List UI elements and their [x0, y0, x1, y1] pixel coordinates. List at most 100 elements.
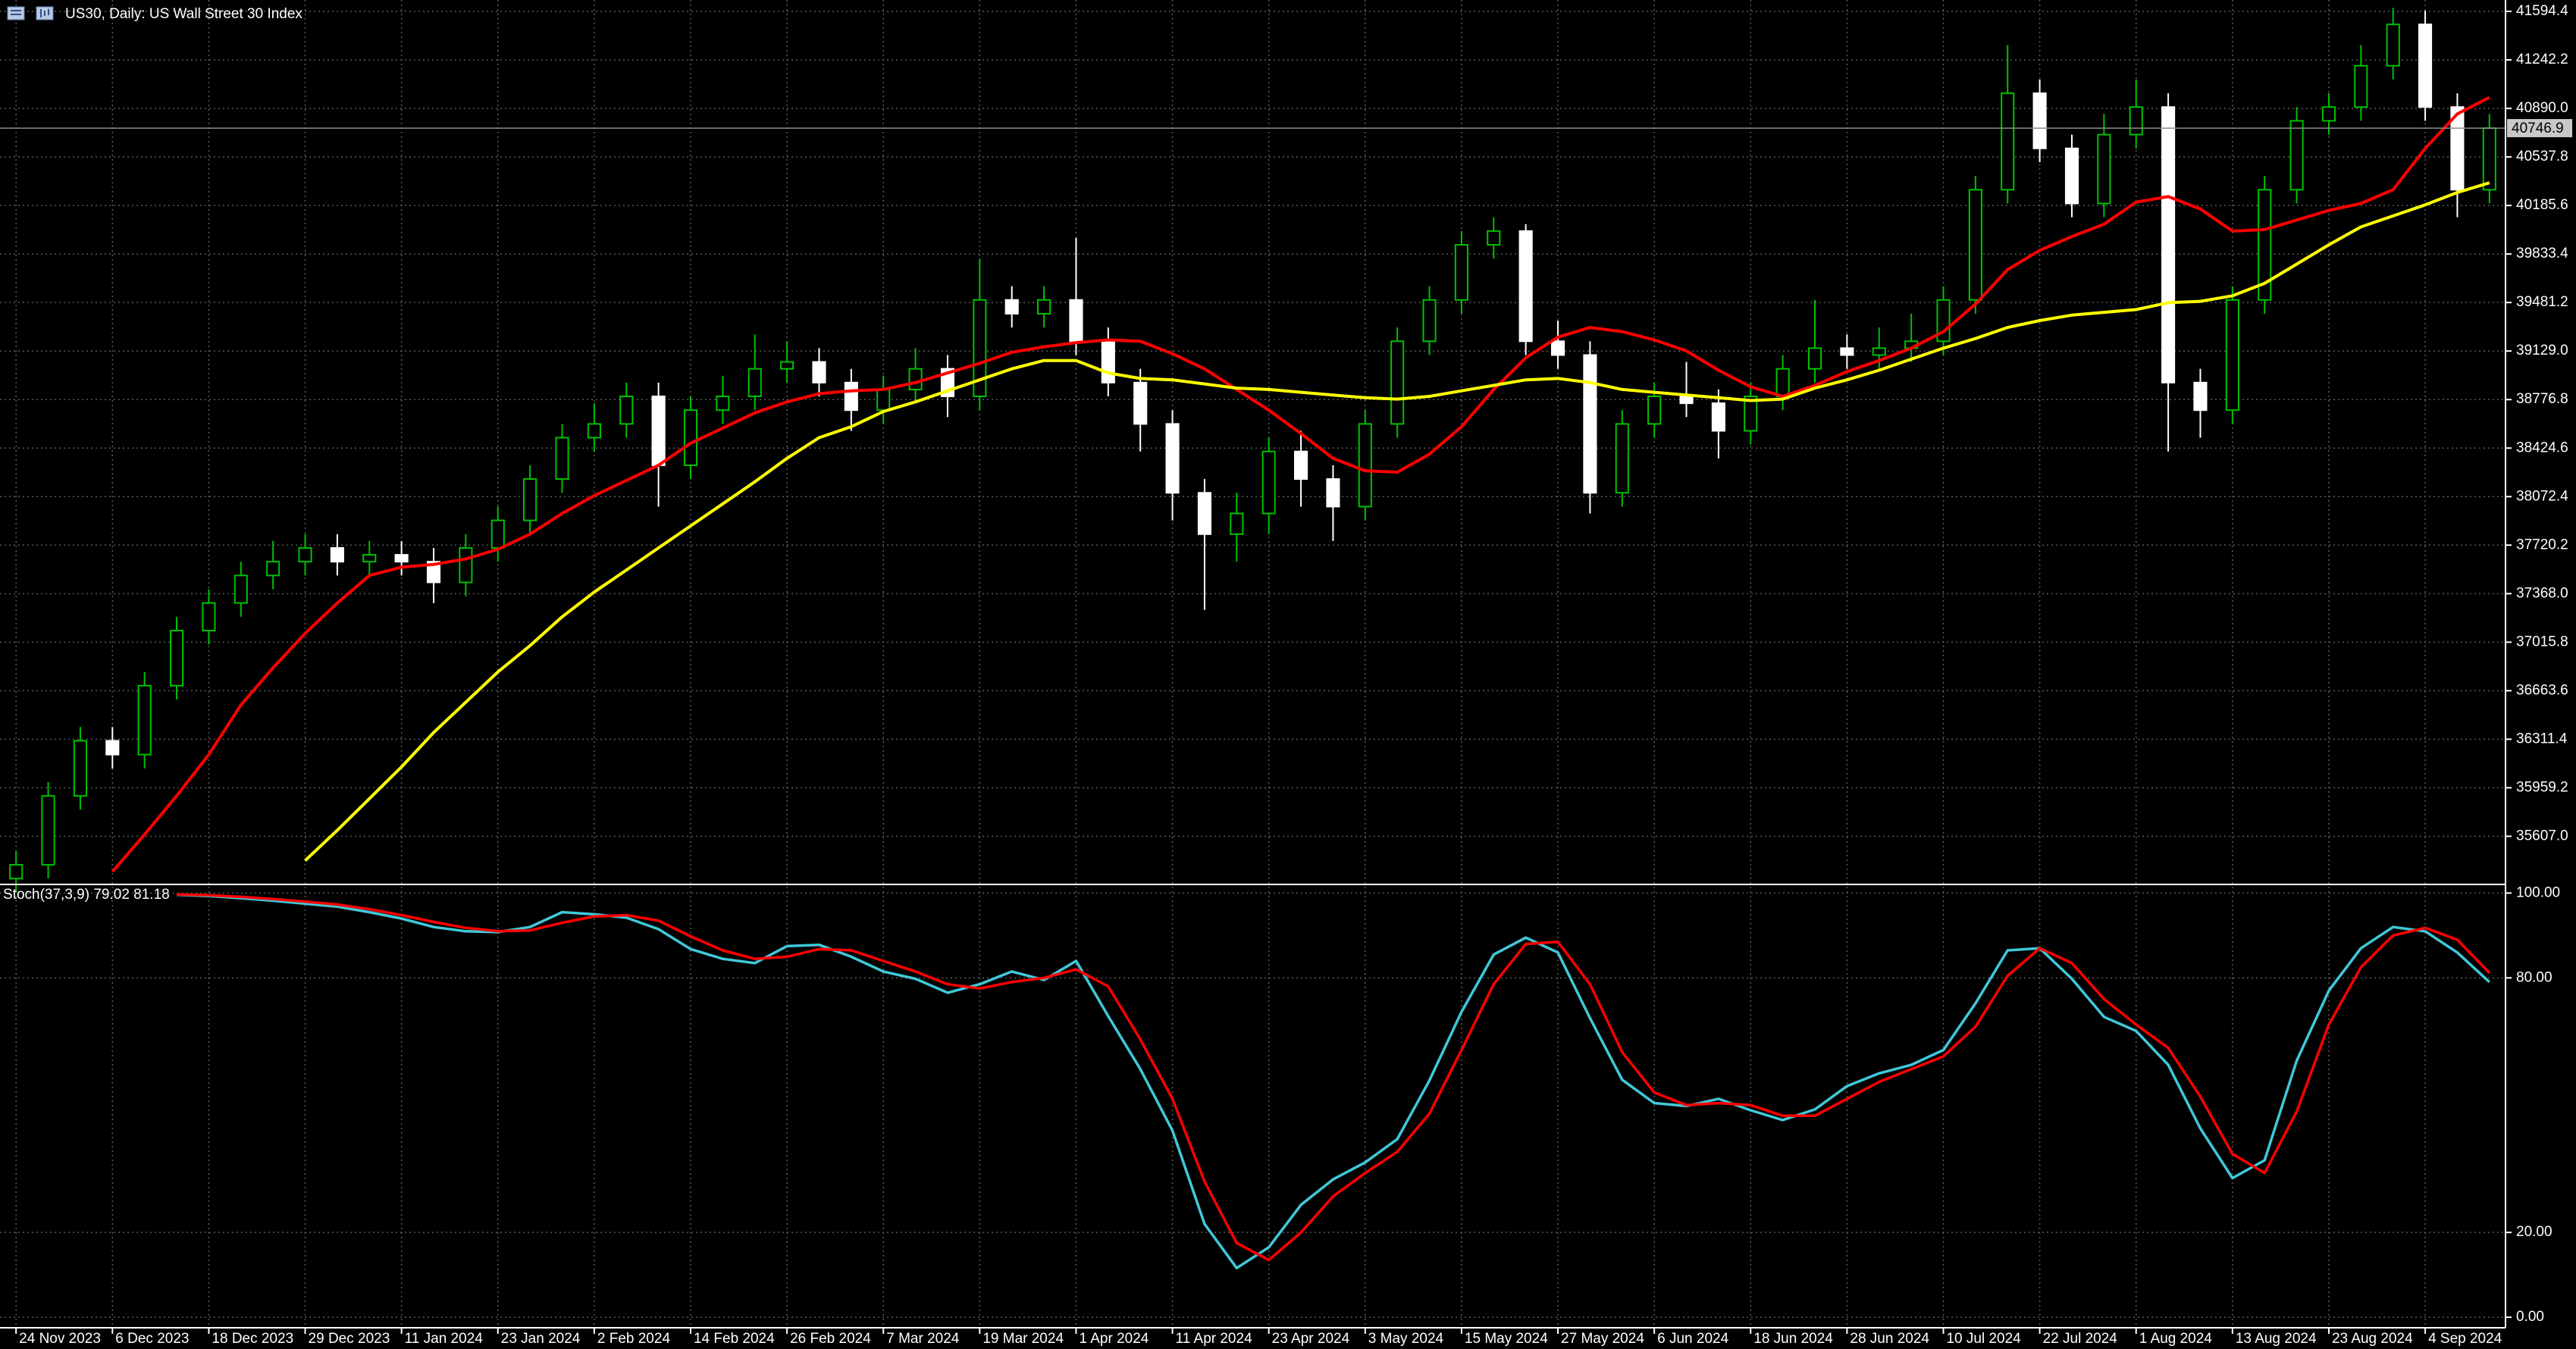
y-tick-label: 38072.4: [2516, 488, 2568, 504]
candle-body: [2193, 381, 2208, 412]
indicator-line: [176, 893, 2491, 1262]
candle-body: [1647, 396, 1662, 425]
candle-body: [2032, 92, 2047, 149]
x-tick-label: 11 Jan 2024: [405, 1331, 484, 1347]
x-tick-label: 27 May 2024: [1561, 1331, 1644, 1347]
candle-body: [1165, 423, 1180, 494]
candle-body: [747, 368, 762, 398]
candle-body: [2258, 189, 2272, 301]
y-tick-label: 39129.0: [2516, 343, 2568, 358]
candle-body: [1390, 340, 1405, 425]
y-tick-label: 37720.2: [2516, 537, 2568, 552]
candle-body: [1230, 512, 1244, 535]
candle-body: [1550, 340, 1565, 356]
candle-body: [298, 546, 312, 563]
candle-body: [844, 381, 858, 412]
x-tick-label: 18 Dec 2023: [212, 1331, 293, 1347]
y-tick-label: 40185.6: [2516, 197, 2568, 213]
y-tick-label: 38776.8: [2516, 391, 2568, 407]
candle-body: [2225, 299, 2239, 412]
candle-body: [362, 554, 377, 563]
y-tick-label: 41594.4: [2516, 3, 2568, 19]
candle-body: [619, 396, 634, 425]
candle-body: [683, 409, 698, 466]
candle-body: [1775, 368, 1790, 398]
candle-body: [2289, 120, 2304, 191]
y-tick-label: 40890.0: [2516, 100, 2568, 116]
candle-body: [1261, 450, 1276, 515]
candle-body: [2097, 133, 2111, 205]
x-tick-label: 13 Aug 2024: [2236, 1331, 2317, 1347]
candle-body: [1358, 423, 1372, 508]
y-tick-label: 36663.6: [2516, 682, 2568, 698]
candle-body: [330, 546, 344, 563]
moving-average-line: [111, 95, 2490, 873]
candle-body: [555, 437, 569, 480]
candle-body: [1004, 299, 1019, 315]
candle-body: [973, 299, 987, 398]
x-tick-label: 18 Jun 2024: [1753, 1331, 1833, 1347]
x-tick-label: 6 Dec 2023: [115, 1331, 189, 1347]
candle-body: [1101, 340, 1115, 383]
candle-body: [1518, 230, 1533, 343]
candle-body: [2482, 127, 2496, 191]
x-tick-label: 22 Jul 2024: [2043, 1331, 2118, 1347]
candle-body: [2418, 23, 2433, 108]
candle-body: [908, 368, 923, 390]
candle-body: [1069, 299, 1083, 343]
candle-body: [812, 361, 826, 383]
candle-body: [9, 864, 24, 880]
x-tick-label: 28 Jun 2024: [1850, 1331, 1929, 1347]
candle-body: [73, 740, 87, 797]
y-tick-label: 20.00: [2516, 1224, 2552, 1240]
candle-body: [523, 478, 537, 521]
candle-body: [1037, 299, 1051, 315]
candle-body: [2129, 106, 2143, 136]
x-tick-label: 6 Jun 2024: [1657, 1331, 1728, 1347]
candle-body: [2001, 92, 2015, 191]
y-tick-label: 39833.4: [2516, 246, 2568, 261]
candle-body: [2321, 106, 2336, 122]
menu-icon[interactable]: [7, 6, 25, 20]
header: US30, Daily: US Wall Street 30 Index Sto…: [3, 6, 302, 903]
y-tick-label: 37368.0: [2516, 585, 2568, 601]
x-tick-label: 26 Feb 2024: [790, 1331, 871, 1347]
y-tick-label: 100.00: [2516, 884, 2560, 900]
grid-layer: [0, 0, 2505, 1327]
x-tick-label: 3 May 2024: [1368, 1331, 1444, 1347]
y-tick-label: 37015.8: [2516, 634, 2568, 649]
candle-body: [233, 574, 248, 604]
x-tick-label: 1 Apr 2024: [1079, 1331, 1149, 1347]
candle-body: [202, 602, 216, 632]
candle-body: [2064, 147, 2079, 205]
indicator-title: Stoch(37,3,9) 79.02 81.18: [3, 887, 170, 903]
candle-body: [1840, 347, 1854, 356]
candle-body: [1133, 381, 1148, 425]
candle-body: [459, 546, 473, 584]
x-tick-label: 1 Aug 2024: [2139, 1331, 2213, 1347]
x-tick-label: 24 Nov 2023: [19, 1331, 101, 1347]
candle-body: [587, 423, 601, 439]
candle-body: [1294, 450, 1308, 480]
candle-body: [1487, 230, 1501, 246]
candle-body: [876, 388, 891, 412]
last-price-box: [2507, 119, 2572, 138]
candle-body: [2386, 23, 2400, 67]
x-tick-label: 23 Aug 2024: [2332, 1331, 2413, 1347]
candle-body: [1454, 244, 1468, 301]
y-tick-label: 41242.2: [2516, 52, 2568, 67]
y-tick-label: 0.00: [2516, 1309, 2544, 1325]
candle-body: [2161, 106, 2176, 383]
candle-body: [1807, 347, 1822, 370]
candle-body: [1968, 189, 1982, 301]
x-tick-label: 23 Apr 2024: [1272, 1331, 1350, 1347]
y-tick-label: 35959.2: [2516, 779, 2568, 795]
x-tick-label: 29 Dec 2023: [309, 1331, 390, 1347]
candle-body: [780, 361, 794, 370]
candle-body: [169, 630, 184, 687]
candle-body: [1197, 492, 1211, 535]
y-tick-label: 38424.6: [2516, 440, 2568, 455]
